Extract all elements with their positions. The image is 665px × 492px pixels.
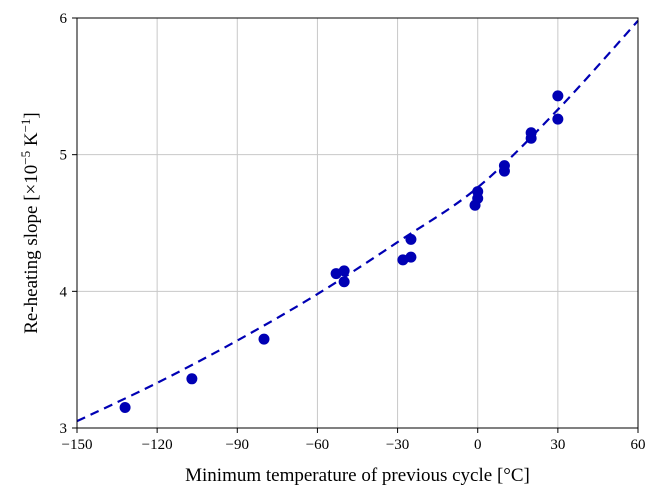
data-point [405, 251, 417, 263]
x-tick-label: 60 [631, 437, 646, 453]
x-tick-label: −60 [306, 437, 329, 453]
data-points [119, 90, 564, 413]
y-tick-label: 5 [60, 148, 68, 164]
x-tick-label: 30 [550, 437, 565, 453]
data-point [119, 402, 131, 413]
x-axis-label: Minimum temperature of previous cycle [°… [185, 465, 530, 486]
y-axis-label-exponent: −5 [18, 151, 33, 165]
data-point [552, 113, 564, 125]
y-axis-ticks: 3 4 5 6 [60, 11, 77, 437]
y-axis-label-suffix: ] [21, 112, 42, 118]
y-axis-label-unit-exponent: −1 [18, 119, 33, 133]
fit-line-group [76, 19, 639, 423]
data-point [405, 233, 417, 245]
x-tick-label: −150 [62, 437, 93, 453]
x-tick-label: −90 [226, 437, 249, 453]
x-tick-label: 0 [474, 437, 482, 453]
y-tick-label: 6 [60, 11, 68, 27]
y-tick-label: 3 [60, 421, 68, 437]
data-point [472, 186, 484, 198]
fit-line [76, 19, 639, 423]
x-tick-label: −120 [142, 437, 173, 453]
y-axis-label-unit: K [21, 132, 42, 151]
data-point [338, 265, 350, 277]
data-point [338, 276, 350, 288]
y-axis-label: Re-heating slope [×10−5 K−1] [18, 112, 43, 334]
x-axis-ticks: −150 −120 −90 −60 −30 0 30 60 [62, 428, 646, 453]
data-point [498, 160, 510, 172]
data-point [552, 90, 564, 102]
x-tick-label: −30 [386, 437, 409, 453]
data-point [525, 127, 537, 139]
data-point [186, 373, 198, 385]
grid [76, 17, 639, 429]
data-point [258, 333, 270, 345]
y-tick-label: 4 [60, 284, 68, 300]
plot-frame [76, 17, 639, 429]
y-axis-label-prefix: Re-heating slope [×10 [21, 165, 42, 334]
